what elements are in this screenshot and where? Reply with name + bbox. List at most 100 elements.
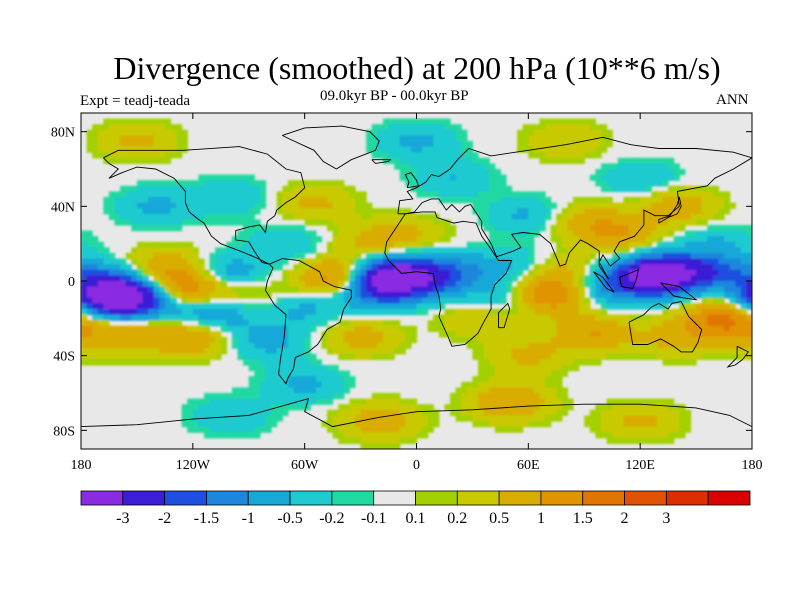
field-cell [287,180,295,187]
field-cell [371,141,378,148]
field-cell [478,241,485,248]
field-cell [299,275,306,282]
field-cell [640,180,647,187]
field-cell [148,247,155,254]
field-cell [522,348,529,355]
field-cell [176,342,183,349]
field-cell [220,404,227,411]
field-cell [287,398,295,405]
field-cell [97,297,104,304]
field-cell [517,129,524,136]
field-cell [489,370,496,377]
field-cell [170,219,177,226]
field-cell [567,135,574,142]
field-cell [656,404,664,411]
field-cell [265,365,272,372]
field-cell [304,348,311,355]
field-cell [142,135,149,142]
field-cell [668,197,675,204]
field-cell [433,180,440,187]
field-cell [623,432,630,439]
field-cell [215,213,222,220]
field-cell [740,348,748,355]
field-cell [92,286,99,293]
field-cell [148,191,155,198]
field-cell [354,292,362,299]
field-cell [310,241,317,248]
field-cell [545,124,552,131]
field-cell [489,236,496,243]
field-cell [550,398,557,405]
field-cell [740,331,748,338]
field-cell [209,197,216,204]
field-cell [668,348,675,355]
field-cell [265,286,272,293]
field-cell [243,236,250,243]
field-cell [97,359,104,366]
field-cell [433,258,440,265]
field-cell [388,325,395,332]
field-cell [679,208,686,215]
field-cell [198,197,205,204]
field-cell [349,247,356,254]
field-cell [332,342,339,349]
field-cell [668,163,675,170]
field-cell [472,398,479,405]
field-cell [159,191,166,198]
field-cell [198,353,205,360]
field-cell [371,213,378,220]
field-cell [215,202,222,209]
field-cell [265,426,272,433]
field-cell [606,258,613,265]
field-cell [438,286,446,293]
field-cell [584,337,591,344]
field-cell [120,258,127,265]
field-cell [556,342,563,349]
field-cell [578,258,585,265]
field-cell [187,348,194,355]
field-cell [243,191,250,198]
field-cell [645,219,652,226]
field-cell [427,163,434,170]
field-cell [494,169,501,176]
field-cell [623,292,630,299]
field-cell [466,169,474,176]
field-cell [707,297,714,304]
field-cell [220,219,227,226]
field-cell [276,348,283,355]
field-cell [293,325,300,332]
field-cell [237,191,244,198]
field-cell [679,191,686,198]
field-cell [589,152,597,159]
field-cell [450,409,457,416]
field-cell [209,432,216,439]
field-cell [735,241,742,248]
field-cell [354,426,362,433]
field-cell [668,337,675,344]
field-cell [712,247,720,254]
field-cell [478,258,485,265]
field-cell [360,409,367,416]
field-cell [271,241,278,248]
field-cell [226,258,233,265]
field-cell [489,292,496,299]
field-cell [405,286,412,293]
field-cell [511,191,518,198]
field-cell [136,325,144,332]
field-cell [114,118,121,125]
field-cell [377,320,384,327]
field-cell [416,135,423,142]
field-cell [567,264,574,271]
field-cell [276,393,283,400]
field-cell [192,297,200,304]
field-cell [656,213,664,220]
field-cell [97,342,104,349]
field-cell [181,269,188,276]
field-cell [259,365,267,372]
field-cell [254,381,261,388]
field-cell [533,314,541,321]
field-cell [450,180,457,187]
field-cell [656,325,664,332]
field-cell [746,325,752,332]
field-cell [545,264,552,271]
